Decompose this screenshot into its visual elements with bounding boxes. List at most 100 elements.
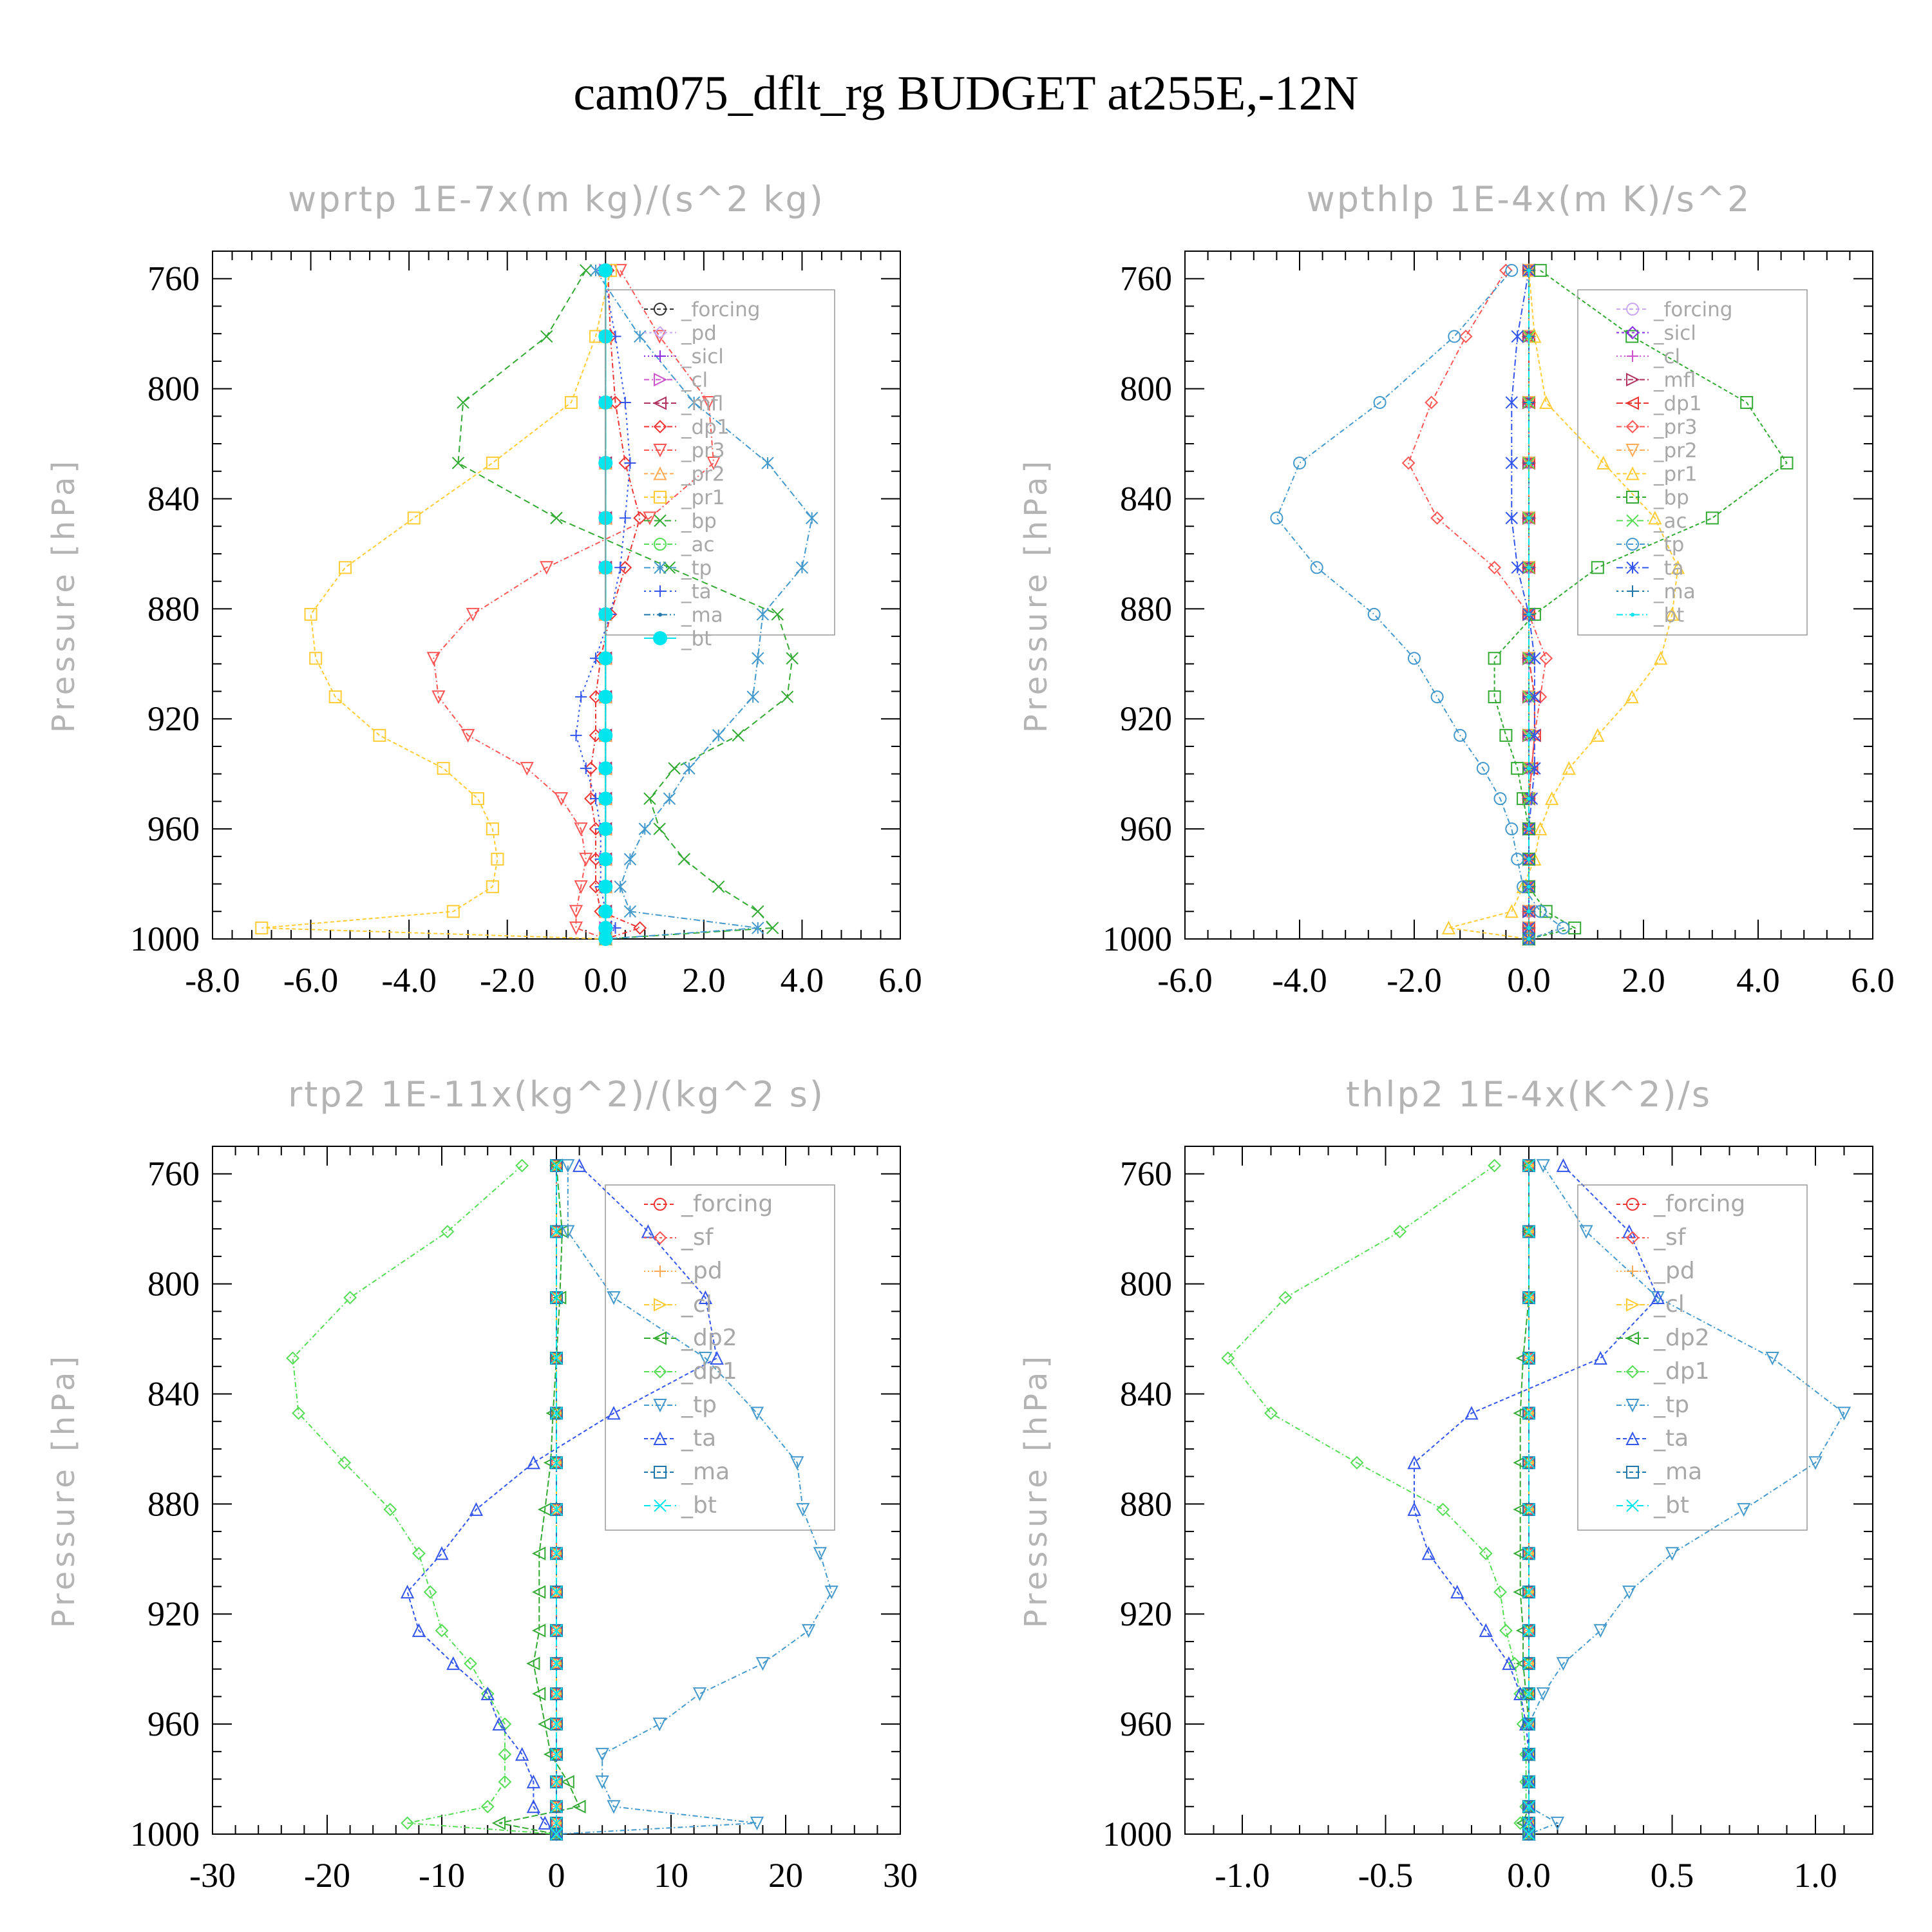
data-point	[1550, 1816, 1565, 1831]
data-point	[1421, 1546, 1435, 1560]
data-point	[746, 690, 759, 703]
legend-box	[605, 289, 835, 636]
y-tick-label: 800	[1120, 370, 1172, 408]
data-point	[1579, 1225, 1593, 1239]
y-tick-label: 960	[1120, 810, 1172, 848]
legend-marker	[652, 396, 667, 410]
legend-marker	[1627, 1265, 1638, 1277]
legend-item: _dp2	[1616, 1325, 1710, 1351]
legend-marker	[1626, 1198, 1639, 1211]
data-point	[701, 395, 716, 410]
data-point	[550, 1406, 563, 1420]
legend-label: _cl	[681, 369, 708, 392]
data-point	[580, 762, 592, 775]
y-tick-label: 880	[147, 589, 200, 628]
data-point	[532, 1624, 546, 1638]
data-point	[598, 822, 613, 837]
data-point	[486, 880, 499, 893]
data-point	[1488, 690, 1501, 704]
data-point	[663, 792, 676, 805]
data-point	[750, 1406, 764, 1421]
legend-label: _bt	[681, 627, 712, 650]
data-point	[710, 1350, 724, 1365]
data-point	[540, 561, 554, 575]
data-point	[1536, 1159, 1550, 1173]
legend-item: _forcing	[1616, 1191, 1745, 1217]
data-point	[1527, 909, 1531, 914]
y-tick-label: 960	[147, 810, 200, 848]
legend-label: _forcing	[1653, 298, 1732, 321]
data-point	[550, 1159, 563, 1172]
data-point	[1264, 1406, 1278, 1420]
data-point	[461, 728, 475, 743]
data-point	[1450, 1584, 1464, 1599]
data-point	[1527, 516, 1531, 520]
y-tick-label: 760	[147, 260, 200, 298]
data-point	[1737, 1502, 1751, 1517]
data-point	[440, 1225, 455, 1238]
x-tick-label: -20	[304, 1856, 350, 1895]
y-tick-label: 840	[1120, 1374, 1172, 1413]
data-point	[407, 511, 421, 525]
data-point	[1648, 511, 1662, 525]
legend-marker	[1625, 1331, 1639, 1345]
data-point	[638, 822, 652, 835]
data-point	[683, 762, 696, 775]
data-point	[426, 652, 440, 666]
data-point	[1533, 821, 1548, 836]
data-point	[286, 1351, 300, 1365]
data-point	[1527, 612, 1531, 616]
data-point	[643, 792, 656, 805]
plot-frame	[212, 251, 901, 940]
y-tick-label: 760	[1120, 1155, 1172, 1193]
data-point	[486, 822, 499, 836]
legend-marker	[654, 1265, 666, 1277]
data-point	[550, 1624, 563, 1637]
legend-marker	[654, 514, 667, 527]
data-point	[1671, 560, 1685, 574]
data-point	[1527, 268, 1531, 272]
series-line	[1276, 270, 1565, 940]
data-point	[1505, 396, 1519, 409]
legend-label: _tp	[1653, 533, 1684, 556]
y-tick-label: 880	[1120, 589, 1172, 628]
legend-marker	[1625, 1231, 1640, 1245]
legend-label: _ma	[1653, 580, 1696, 603]
series-line	[261, 270, 611, 940]
legend-label: _ma	[1653, 1459, 1702, 1485]
data-point	[1502, 1656, 1516, 1671]
data-point	[1527, 766, 1531, 771]
data-point	[471, 792, 484, 806]
x-tick-label: 1.0	[1794, 1856, 1837, 1895]
data-point	[1522, 1291, 1535, 1304]
data-point	[801, 1624, 816, 1638]
data-point	[1367, 607, 1381, 621]
data-point	[1407, 1502, 1421, 1516]
data-point	[1522, 1159, 1535, 1172]
data-point	[633, 921, 647, 935]
data-point	[1625, 330, 1639, 343]
legend-marker	[1625, 1431, 1640, 1445]
data-point	[598, 904, 613, 919]
legend-marker	[654, 303, 667, 316]
data-point	[550, 1687, 563, 1701]
x-tick-label: 0	[548, 1856, 565, 1895]
x-tick-label: 0.0	[1507, 1856, 1551, 1895]
panel-title: wpthlp 1E-4x(m K)/s^2	[1307, 179, 1752, 220]
data-point	[1221, 1351, 1235, 1365]
legend-marker	[1625, 466, 1640, 480]
data-point	[437, 762, 450, 775]
data-point	[613, 263, 627, 278]
legend-item: _tp	[644, 557, 712, 580]
data-point	[1270, 511, 1283, 525]
data-point	[668, 762, 681, 775]
data-point	[538, 1815, 552, 1830]
series-bt	[1522, 1159, 1535, 1841]
legend-marker	[653, 631, 667, 645]
data-point	[1479, 1623, 1493, 1637]
data-point	[1522, 1800, 1535, 1814]
data-point	[1488, 1159, 1502, 1173]
legend-marker	[653, 1231, 667, 1245]
data-point	[292, 1406, 305, 1420]
data-point	[466, 607, 480, 622]
